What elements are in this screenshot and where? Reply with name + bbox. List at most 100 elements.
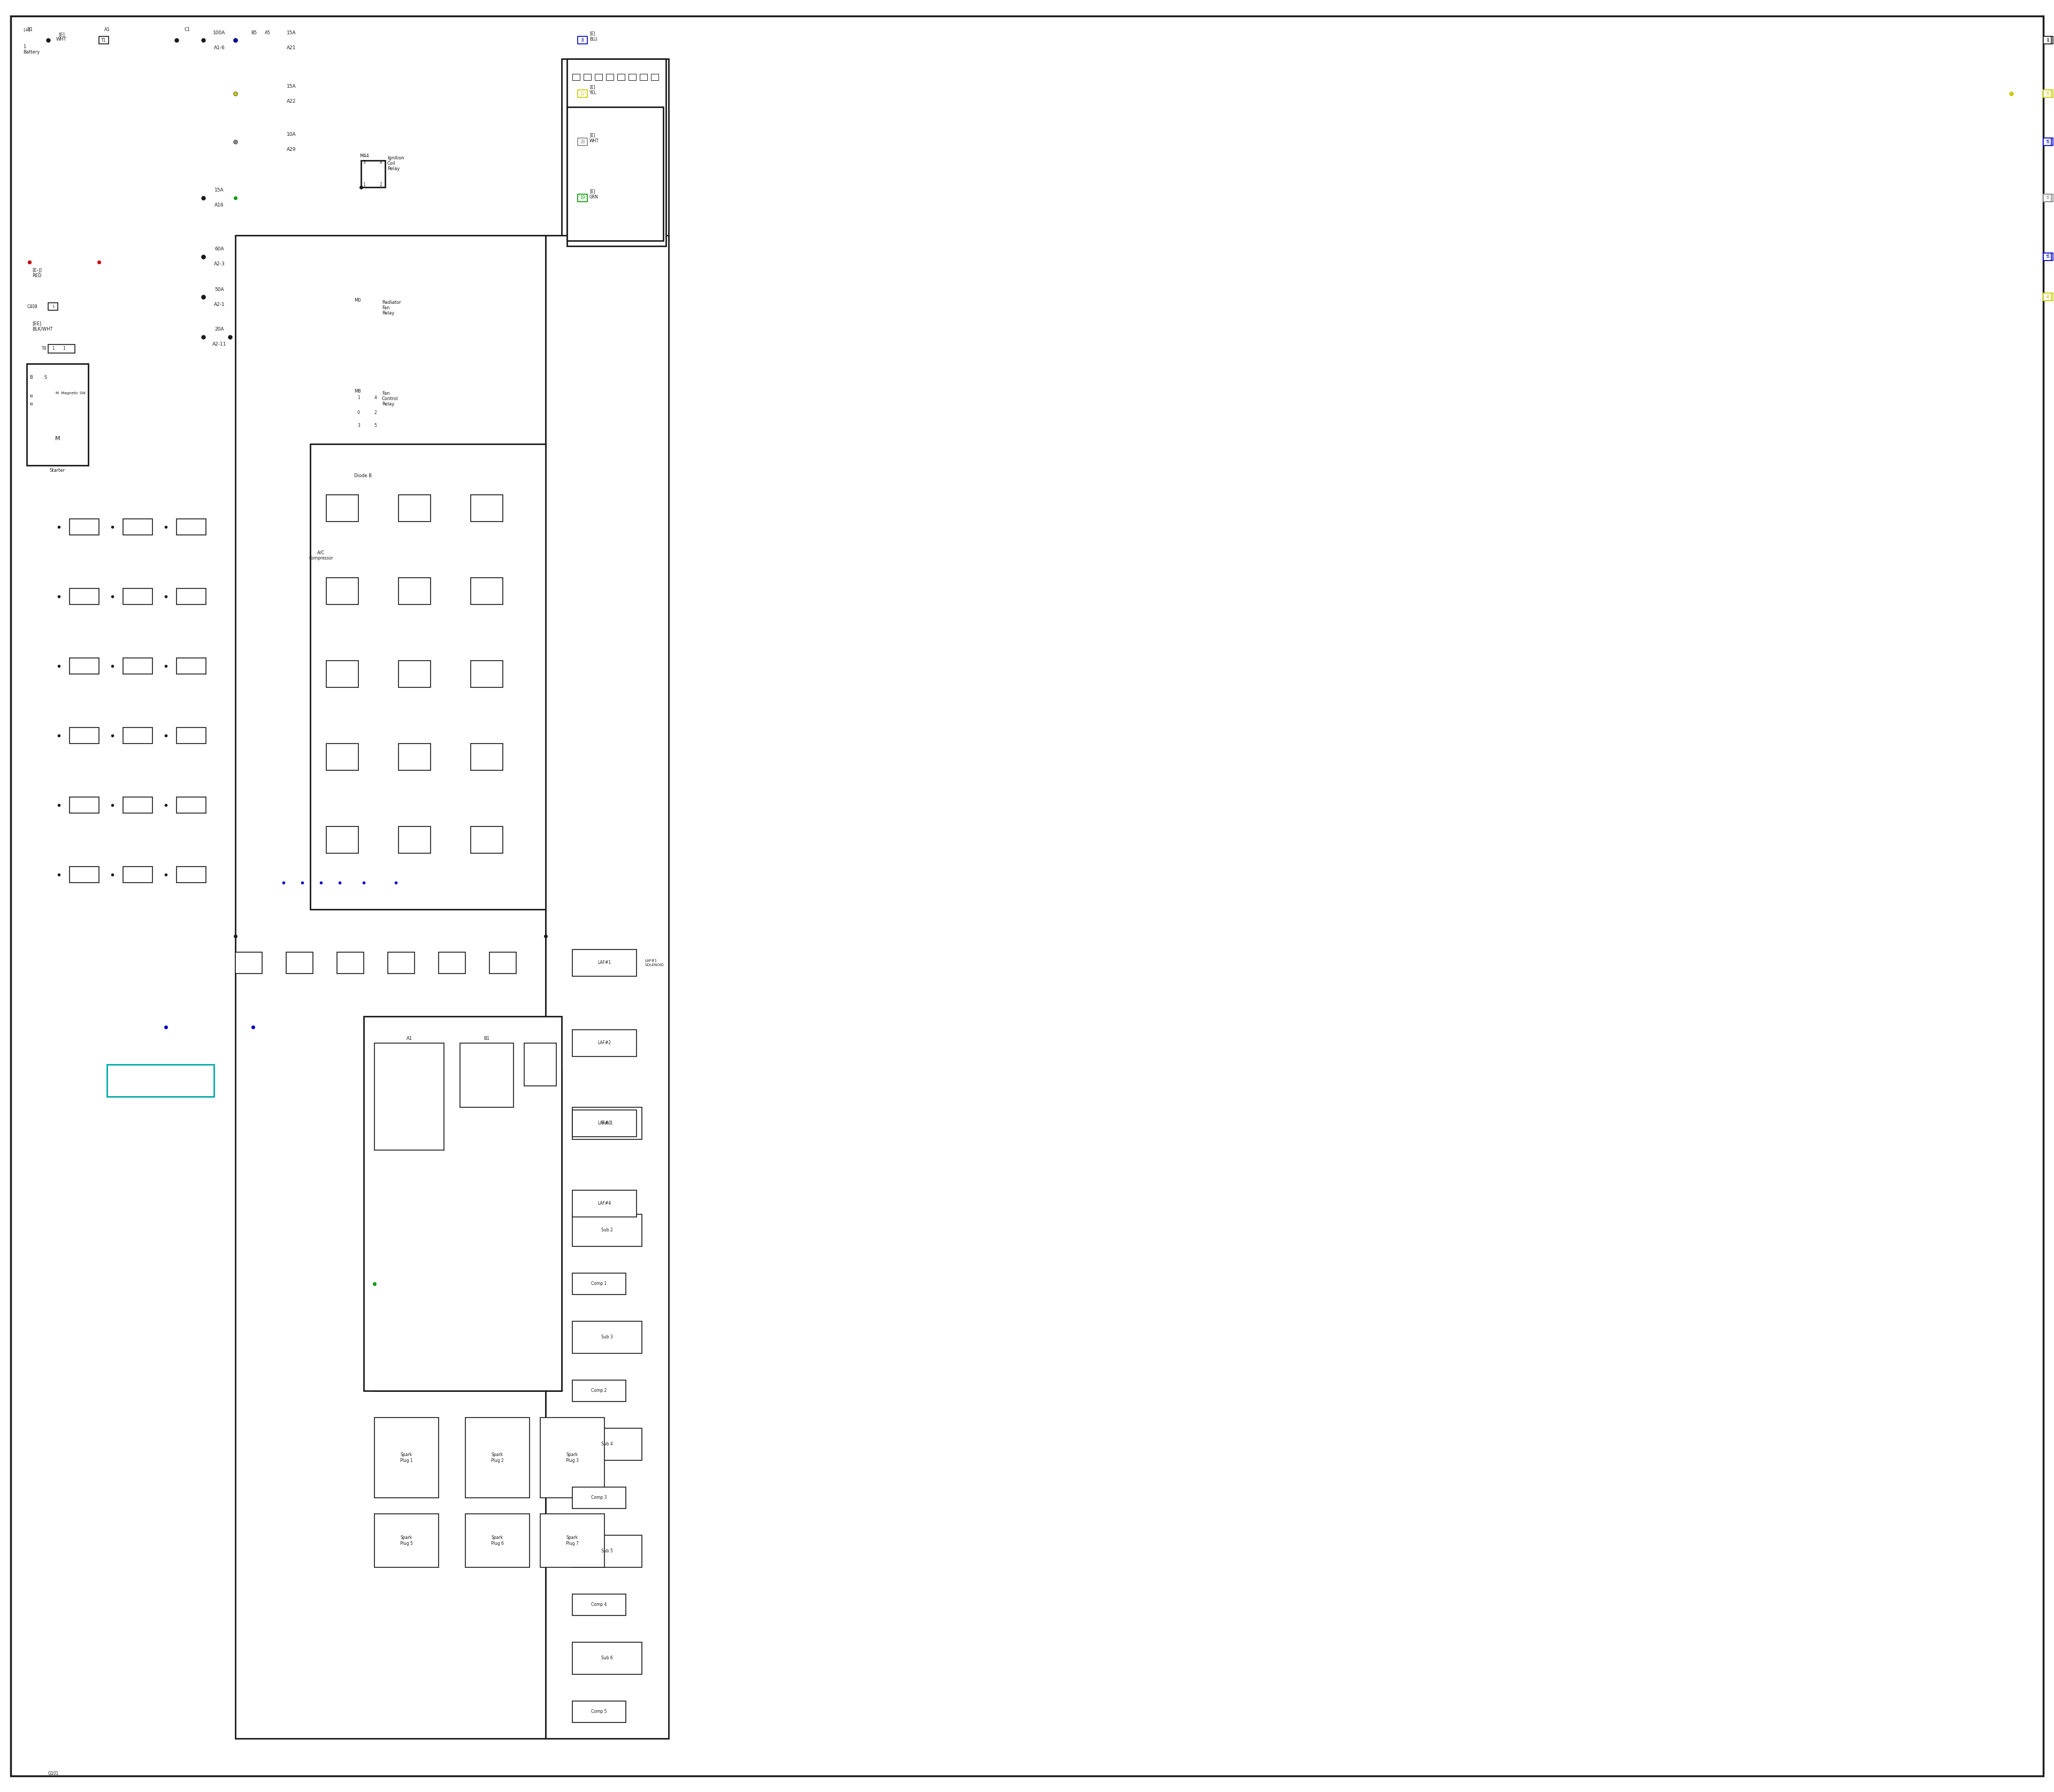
Text: G101: G101	[47, 1770, 60, 1776]
Bar	[388, 952, 415, 973]
Bar	[2044, 138, 2052, 145]
Text: Ig: Ig	[29, 401, 33, 405]
Bar	[2044, 90, 2052, 97]
Bar	[596, 115, 602, 120]
Bar	[327, 826, 357, 853]
Bar	[2044, 36, 2052, 43]
Text: A22: A22	[288, 99, 296, 104]
Bar	[618, 154, 624, 161]
Bar	[236, 235, 546, 1738]
Bar	[177, 520, 205, 536]
Bar	[573, 1380, 626, 1401]
Text: 5: 5	[2048, 254, 2050, 260]
Text: Spark
Plug 1: Spark Plug 1	[401, 1453, 413, 1462]
Bar	[577, 138, 587, 145]
Bar	[70, 867, 99, 883]
Text: 50A: 50A	[214, 287, 224, 292]
Bar	[606, 154, 614, 161]
Bar	[398, 826, 431, 853]
Text: M  Magnetic SW: M Magnetic SW	[55, 392, 86, 394]
Bar	[583, 73, 592, 81]
Bar	[629, 115, 637, 120]
Text: Comp 5: Comp 5	[592, 1710, 606, 1715]
Text: LAF#1
SOLENOID: LAF#1 SOLENOID	[645, 959, 663, 966]
Text: 15A: 15A	[288, 84, 296, 88]
Bar	[2044, 253, 2052, 260]
Text: LAF#1: LAF#1	[598, 961, 612, 966]
Text: Comp 2: Comp 2	[592, 1389, 606, 1392]
Bar	[70, 658, 99, 674]
Bar	[2044, 194, 2052, 202]
Text: Battery: Battery	[23, 50, 39, 56]
Text: 1: 1	[64, 346, 66, 351]
Bar	[444, 1168, 472, 1195]
Bar	[444, 1238, 472, 1265]
Bar	[123, 520, 152, 536]
Text: BLK/WHT: BLK/WHT	[33, 326, 53, 332]
Text: [EE]: [EE]	[33, 321, 41, 326]
Bar	[540, 1514, 604, 1568]
Bar	[2044, 294, 2052, 301]
Bar	[583, 115, 592, 120]
Text: Spark
Plug 5: Spark Plug 5	[401, 1536, 413, 1546]
Bar	[123, 658, 152, 674]
Bar	[573, 1595, 626, 1615]
Text: Relay: Relay	[382, 401, 394, 407]
Text: 5: 5	[2046, 91, 2048, 95]
Text: 5: 5	[2046, 140, 2048, 143]
Text: [E]: [E]	[58, 32, 64, 38]
Bar	[47, 344, 74, 353]
Text: 1: 1	[2046, 38, 2048, 41]
Text: 15A: 15A	[214, 188, 224, 194]
Bar	[177, 867, 205, 883]
Bar	[497, 1308, 528, 1335]
Bar	[618, 194, 624, 201]
Bar	[327, 495, 357, 521]
Bar	[606, 194, 614, 201]
Bar	[440, 952, 466, 973]
Text: M44: M44	[359, 154, 370, 159]
Text: A2-1: A2-1	[214, 303, 224, 306]
Bar	[123, 728, 152, 744]
Bar	[567, 108, 663, 240]
Bar	[177, 797, 205, 814]
Text: [E]
YEL: [E] YEL	[589, 84, 598, 95]
Text: 12: 12	[579, 91, 585, 97]
Text: 10A: 10A	[288, 133, 296, 136]
Bar	[107, 1064, 214, 1097]
Text: LAF#4: LAF#4	[598, 1201, 612, 1206]
Text: Relay: Relay	[382, 310, 394, 315]
Bar	[577, 194, 587, 202]
Text: [E]
WHT: [E] WHT	[589, 133, 600, 143]
Bar	[606, 73, 614, 81]
Text: 1: 1	[357, 396, 359, 400]
Text: 1: 1	[2048, 38, 2050, 43]
Text: [E]
BLU: [E] BLU	[589, 30, 598, 41]
Text: A29: A29	[288, 147, 296, 152]
Bar	[2044, 194, 2052, 202]
Bar	[398, 577, 431, 604]
Bar	[374, 1417, 440, 1498]
Bar	[374, 1514, 440, 1568]
Text: A/C: A/C	[316, 550, 325, 556]
Text: A21: A21	[288, 45, 296, 50]
Text: Sub 2: Sub 2	[602, 1228, 612, 1233]
Bar	[639, 115, 647, 120]
Bar	[123, 797, 152, 814]
Bar	[639, 154, 647, 161]
Text: 4: 4	[380, 159, 382, 165]
Bar	[390, 1098, 419, 1125]
Bar	[618, 115, 624, 120]
Text: A1: A1	[407, 1036, 413, 1041]
Text: (+): (+)	[23, 29, 31, 32]
Text: Radiator: Radiator	[382, 299, 401, 305]
Bar	[524, 1043, 557, 1086]
Text: S: S	[43, 375, 47, 380]
Bar	[70, 797, 99, 814]
Bar	[573, 1701, 626, 1722]
Text: 1: 1	[364, 183, 366, 188]
Text: Sub 5: Sub 5	[602, 1548, 612, 1554]
Text: Fan: Fan	[382, 391, 390, 396]
Bar	[629, 154, 637, 161]
Bar	[123, 867, 152, 883]
